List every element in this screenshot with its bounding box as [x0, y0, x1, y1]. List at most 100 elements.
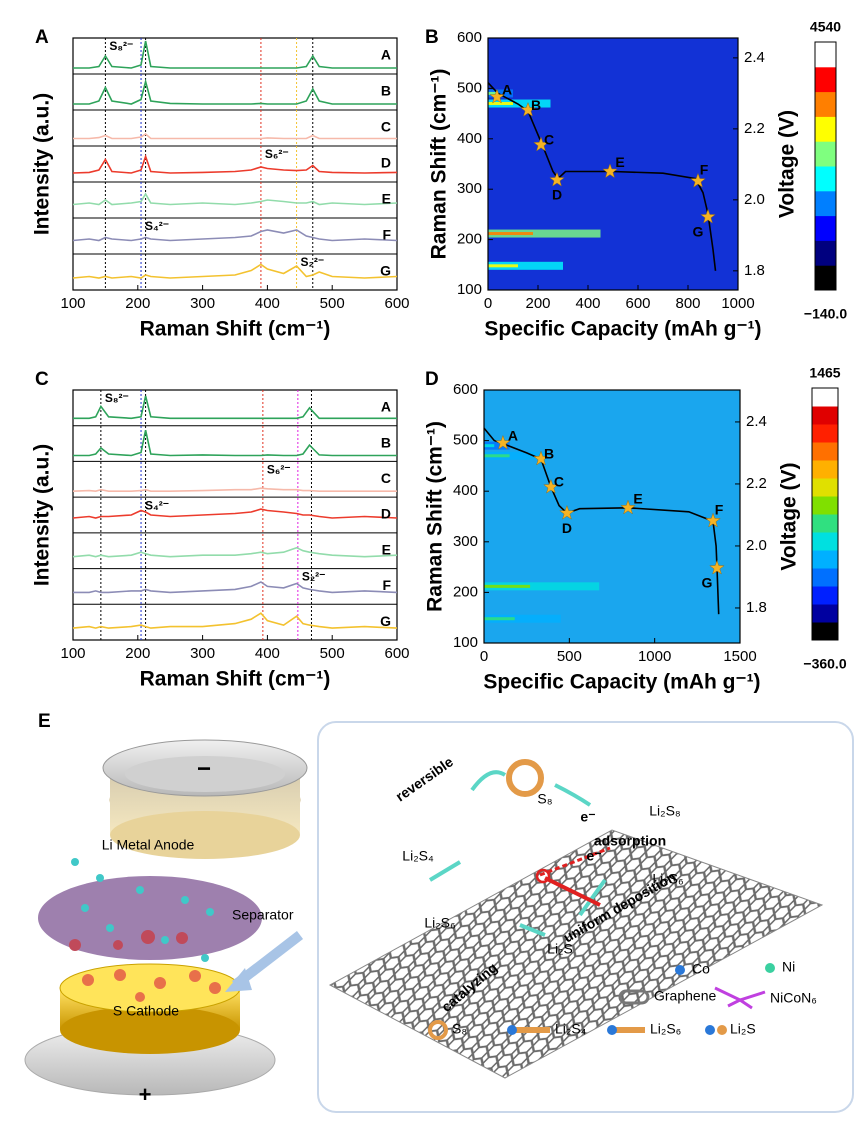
- plot-frame: [487, 37, 739, 291]
- y-tick-label: 500: [457, 79, 482, 96]
- spectrum: [73, 430, 397, 457]
- colorbar-cell: [815, 42, 836, 68]
- y-axis-title: Intensity (a.u.): [31, 444, 54, 586]
- e-path2: [544, 876, 601, 907]
- ion: [206, 908, 214, 916]
- diagram: E − Li Metal Anode Separator S Cat: [24, 711, 854, 1113]
- flow-arrows: [428, 770, 607, 937]
- ion: [81, 904, 89, 912]
- heat-band: [488, 261, 563, 270]
- icon: [675, 965, 685, 975]
- state-point: [602, 163, 618, 179]
- point-label: D: [562, 520, 572, 536]
- minus-sign: −: [197, 755, 211, 782]
- point-label: G: [693, 224, 704, 240]
- colorbar-cell: [815, 190, 836, 217]
- point-label: B: [544, 446, 554, 462]
- heat-core: [488, 91, 498, 95]
- spectrum: [72, 612, 398, 629]
- ions: [71, 858, 214, 972]
- colorbar-label: −360.0: [803, 656, 846, 672]
- heat-band: [488, 99, 551, 108]
- y2-tick-label: 2.2: [746, 475, 767, 492]
- state-point: [533, 450, 549, 466]
- state-point: [495, 434, 511, 450]
- colorbar-cell: [812, 586, 838, 605]
- icon: [714, 986, 766, 1010]
- state-point: [620, 499, 636, 515]
- plot-frame: [483, 389, 741, 644]
- colorbar-cell: [812, 532, 838, 551]
- particle: [154, 977, 166, 989]
- y2-tick-label: 1.8: [746, 599, 767, 616]
- x-tick-label: 200: [525, 295, 550, 312]
- polysulfides: [69, 930, 188, 951]
- colorbar-cell: [812, 622, 838, 641]
- colorbar-cell: [812, 496, 838, 515]
- point-label: E: [615, 154, 624, 170]
- point-label: C: [544, 132, 554, 148]
- annotation: S₂²⁻: [302, 570, 326, 584]
- colorbar-cell: [815, 116, 836, 142]
- x-tick-label: 600: [625, 295, 650, 312]
- heat-band: [488, 89, 513, 98]
- x-tick-label: 0: [484, 295, 492, 312]
- icon: [607, 1025, 617, 1035]
- spectrum: [72, 546, 398, 558]
- x-tick-label: 100: [60, 645, 85, 662]
- heat-band: [484, 441, 510, 450]
- y-axis-title: Raman Shift (cm⁻¹): [424, 421, 447, 612]
- ps: [176, 932, 188, 944]
- series-label: B: [381, 434, 391, 450]
- state-point: [700, 208, 716, 224]
- e-path: [539, 846, 611, 877]
- ring: [506, 759, 544, 797]
- x-tick-label: 200: [125, 295, 150, 312]
- panel-letter: A: [35, 27, 49, 48]
- y2-tick-label: 2.2: [744, 120, 765, 137]
- y2-axis-title: Voltage (V): [776, 110, 799, 218]
- y-tick-label: 200: [457, 231, 482, 248]
- series-label: C: [381, 470, 391, 486]
- diagram-label: Li₂S₄: [402, 848, 434, 864]
- colorbar-cell: [812, 442, 838, 461]
- series-label: C: [381, 119, 391, 135]
- x-tick-label: 500: [320, 295, 345, 312]
- colorbar-cell: [812, 568, 838, 587]
- panel-letter: D: [425, 369, 439, 390]
- x-tick-label: 100: [60, 295, 85, 312]
- diagram-label: e⁻: [580, 809, 595, 825]
- spectrum: [73, 395, 397, 420]
- y-tick-label: 100: [453, 634, 478, 651]
- point-label: G: [702, 575, 713, 591]
- colorbar-label: −140.0: [804, 306, 847, 322]
- point-label: E: [633, 491, 642, 507]
- x-tick-label: 1500: [723, 648, 756, 665]
- diagram-label: e⁻: [586, 848, 601, 864]
- panel-letter: E: [38, 711, 51, 732]
- annotation: S₆²⁻: [267, 463, 291, 477]
- colorbar-cell: [812, 406, 838, 425]
- y-tick-label: 500: [453, 432, 478, 449]
- x-tick-label: 1000: [638, 648, 671, 665]
- x-axis-title: Raman Shift (cm⁻¹): [140, 668, 331, 691]
- anode-cap-inner: [125, 756, 285, 792]
- cathode-bottom: [60, 1006, 240, 1054]
- colorbar-cell: [815, 66, 836, 93]
- heat-band: [484, 614, 561, 623]
- point-label: B: [531, 97, 541, 113]
- spectrum: [72, 154, 398, 174]
- x-axis-title: Specific Capacity (mAh g⁻¹): [484, 318, 761, 341]
- heatmap-bg: [488, 38, 738, 290]
- ion: [106, 924, 114, 932]
- ion: [201, 954, 209, 962]
- x-tick-label: 800: [675, 295, 700, 312]
- colorbar-cell: [812, 604, 838, 623]
- particle: [114, 969, 126, 981]
- y-tick-label: 200: [453, 583, 478, 600]
- y-tick-label: 100: [457, 281, 482, 298]
- colorbar-cell: [812, 550, 838, 569]
- state-point: [549, 171, 565, 187]
- series-label: B: [381, 83, 391, 99]
- y-tick-label: 400: [453, 482, 478, 499]
